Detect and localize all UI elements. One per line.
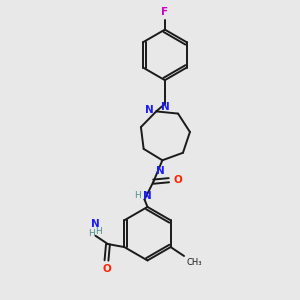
- Text: H: H: [88, 229, 95, 238]
- Text: N: N: [145, 105, 154, 115]
- Text: F: F: [161, 7, 168, 17]
- Text: N: N: [91, 219, 99, 229]
- Text: N: N: [161, 102, 170, 112]
- Text: N: N: [142, 191, 151, 201]
- Text: O: O: [173, 175, 182, 185]
- Text: H: H: [135, 191, 141, 200]
- Text: O: O: [102, 264, 111, 274]
- Text: N: N: [157, 166, 165, 176]
- Text: CH₃: CH₃: [186, 258, 202, 267]
- Text: H: H: [95, 227, 102, 236]
